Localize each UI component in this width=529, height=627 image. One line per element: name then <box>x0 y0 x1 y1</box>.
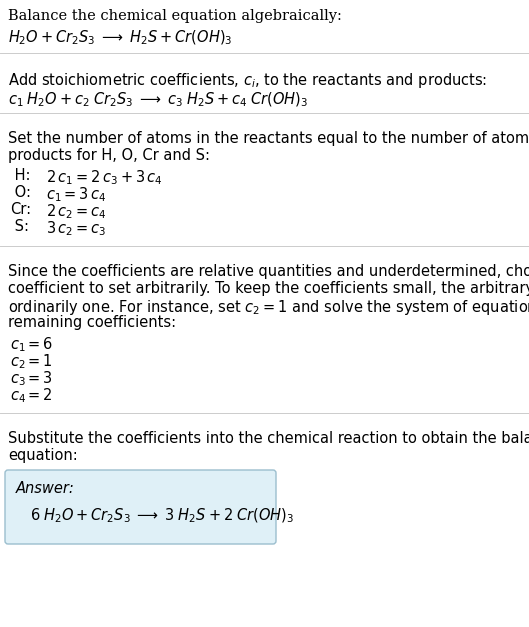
Text: Add stoichiometric coefficients, $c_i$, to the reactants and products:: Add stoichiometric coefficients, $c_i$, … <box>8 71 487 90</box>
Text: $c_3 = 3$: $c_3 = 3$ <box>10 369 53 387</box>
Text: O:: O: <box>10 185 31 200</box>
Text: Cr:: Cr: <box>10 202 31 217</box>
Text: products for H, O, Cr and S:: products for H, O, Cr and S: <box>8 148 210 163</box>
Text: equation:: equation: <box>8 448 78 463</box>
Text: Answer:: Answer: <box>16 481 75 496</box>
Text: Set the number of atoms in the reactants equal to the number of atoms in the: Set the number of atoms in the reactants… <box>8 131 529 146</box>
Text: $c_4 = 2$: $c_4 = 2$ <box>10 386 53 404</box>
Text: Substitute the coefficients into the chemical reaction to obtain the balanced: Substitute the coefficients into the che… <box>8 431 529 446</box>
Text: remaining coefficients:: remaining coefficients: <box>8 315 176 330</box>
Text: $6\; H_2O + Cr_2S_3 \;\longrightarrow\; 3\; H_2S + 2\; Cr(OH)_3$: $6\; H_2O + Cr_2S_3 \;\longrightarrow\; … <box>30 507 294 525</box>
Text: Balance the chemical equation algebraically:: Balance the chemical equation algebraica… <box>8 9 342 23</box>
Text: $2\,c_2 = c_4$: $2\,c_2 = c_4$ <box>46 202 106 221</box>
Text: $c_1 = 6$: $c_1 = 6$ <box>10 335 53 354</box>
Text: Since the coefficients are relative quantities and underdetermined, choose a: Since the coefficients are relative quan… <box>8 264 529 279</box>
Text: $c_1\; H_2O + c_2\; Cr_2S_3 \;\longrightarrow\; c_3\; H_2S + c_4\; Cr(OH)_3$: $c_1\; H_2O + c_2\; Cr_2S_3 \;\longright… <box>8 91 308 109</box>
Text: S:: S: <box>10 219 29 234</box>
Text: $2\,c_1 = 2\,c_3 + 3\,c_4$: $2\,c_1 = 2\,c_3 + 3\,c_4$ <box>46 168 163 187</box>
Text: $H_2O + Cr_2S_3 \;\longrightarrow\; H_2S + Cr(OH)_3$: $H_2O + Cr_2S_3 \;\longrightarrow\; H_2S… <box>8 29 233 48</box>
Text: H:: H: <box>10 168 31 183</box>
Text: $3\,c_2 = c_3$: $3\,c_2 = c_3$ <box>46 219 106 238</box>
Text: $c_1 = 3\,c_4$: $c_1 = 3\,c_4$ <box>46 185 106 204</box>
Text: $c_2 = 1$: $c_2 = 1$ <box>10 352 53 371</box>
Text: coefficient to set arbitrarily. To keep the coefficients small, the arbitrary va: coefficient to set arbitrarily. To keep … <box>8 281 529 296</box>
Text: ordinarily one. For instance, set $c_2 = 1$ and solve the system of equations fo: ordinarily one. For instance, set $c_2 =… <box>8 298 529 317</box>
FancyBboxPatch shape <box>5 470 276 544</box>
